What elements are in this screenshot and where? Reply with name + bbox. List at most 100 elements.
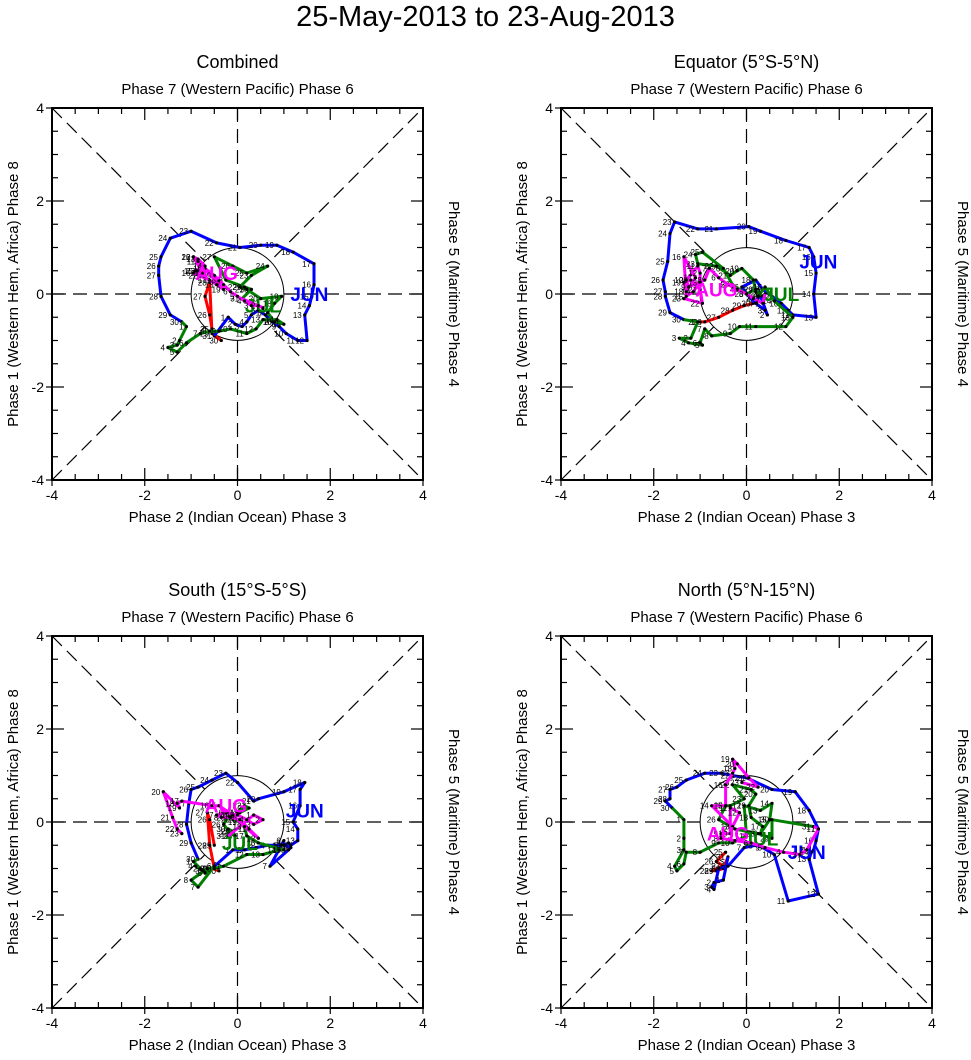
data-point xyxy=(238,245,242,250)
y-tick-label: -4 xyxy=(541,472,554,488)
day-label: 29 xyxy=(744,285,753,294)
data-point xyxy=(252,822,256,826)
data-point xyxy=(242,825,247,829)
y-axis-label-left: Phase 1 (Western Hem, Africa) Phase 8 xyxy=(5,161,22,427)
day-label: 22 xyxy=(188,271,197,280)
day-label: 15 xyxy=(674,292,683,301)
data-point xyxy=(807,857,811,861)
data-point xyxy=(273,301,277,305)
data-point xyxy=(682,818,686,822)
day-label: 29 xyxy=(221,827,230,836)
data-point xyxy=(249,273,254,277)
main-title: 25-May-2013 to 23-Aug-2013 xyxy=(296,1,675,33)
day-label: 11 xyxy=(719,804,728,813)
data-point xyxy=(700,301,705,305)
data-point xyxy=(696,320,700,324)
day-label: 10 xyxy=(228,816,237,825)
data-point xyxy=(208,313,212,317)
data-point xyxy=(245,287,249,291)
data-point xyxy=(807,808,811,812)
top-axis-label: Phase 7 (Western Pacific) Phase 6 xyxy=(630,609,862,626)
day-label: 22 xyxy=(686,225,695,234)
day-label: 29 xyxy=(653,797,662,806)
day-label: 5 xyxy=(711,865,716,874)
data-point xyxy=(282,790,286,794)
data-point xyxy=(724,850,728,854)
data-point xyxy=(252,813,256,817)
data-point xyxy=(261,818,265,822)
data-point xyxy=(673,220,677,224)
y-tick-label: 0 xyxy=(36,286,44,302)
data-point xyxy=(273,320,277,324)
data-point xyxy=(212,843,216,847)
data-point xyxy=(812,292,816,296)
day-label: 22 xyxy=(233,802,242,811)
day-label: 20 xyxy=(246,795,255,804)
data-point xyxy=(703,771,707,775)
y-tick-label: -4 xyxy=(32,1000,45,1016)
data-point xyxy=(168,236,172,240)
day-label: 15 xyxy=(184,267,193,276)
y-tick-label: 0 xyxy=(545,814,553,830)
data-point xyxy=(298,804,302,808)
data-point xyxy=(714,264,718,268)
day-label: 25 xyxy=(200,325,209,334)
day-label: 6 xyxy=(276,837,281,846)
day-label: 16 xyxy=(182,269,191,278)
data-point xyxy=(212,273,216,277)
data-point xyxy=(305,338,309,343)
day-label: 11 xyxy=(238,825,247,834)
day-label: 2 xyxy=(799,846,804,855)
data-point xyxy=(740,285,744,289)
data-point xyxy=(661,278,665,282)
data-point xyxy=(814,839,818,843)
day-label: 23 xyxy=(170,830,179,839)
day-label: 10 xyxy=(769,299,778,308)
data-point xyxy=(256,304,260,308)
y-tick-label: 4 xyxy=(545,100,553,116)
month-label-aug: AUG xyxy=(707,825,749,846)
data-point xyxy=(245,320,249,324)
day-label: 4 xyxy=(681,339,686,348)
day-label: 9 xyxy=(765,292,770,301)
day-label: 18 xyxy=(742,276,751,285)
day-label: 17 xyxy=(721,769,730,778)
data-point xyxy=(286,841,291,845)
day-label: 7 xyxy=(209,811,214,820)
day-label: 19 xyxy=(168,804,177,813)
day-label: 12 xyxy=(688,269,697,278)
data-point xyxy=(242,285,247,289)
data-point xyxy=(730,841,735,845)
data-point xyxy=(205,866,209,871)
day-label: 24 xyxy=(658,230,667,239)
data-point xyxy=(682,862,686,866)
day-label: 8 xyxy=(214,813,219,822)
day-label: 21 xyxy=(704,225,713,234)
day-label: 22 xyxy=(721,772,730,781)
x-tick-label: 0 xyxy=(743,487,751,503)
data-point xyxy=(210,804,214,808)
day-label: 8 xyxy=(693,848,698,857)
data-point xyxy=(761,825,765,829)
day-label: 16 xyxy=(302,281,311,290)
x-tick-label: -2 xyxy=(648,487,661,503)
data-point xyxy=(717,818,721,822)
panel-title: Equator (5°S-5°N) xyxy=(674,52,819,72)
day-label: 19 xyxy=(672,278,681,287)
day-label: 9 xyxy=(755,844,760,853)
data-point xyxy=(724,783,728,787)
data-point xyxy=(740,266,744,271)
data-point xyxy=(728,804,732,808)
day-label: 14 xyxy=(193,262,202,271)
day-label: 24 xyxy=(158,234,167,243)
day-label: 28 xyxy=(700,867,709,876)
day-label: 30 xyxy=(660,804,669,813)
data-point xyxy=(261,317,265,322)
data-point xyxy=(249,304,254,308)
day-label: 19 xyxy=(265,241,274,250)
day-label: 10 xyxy=(674,276,683,285)
day-label: 14 xyxy=(286,825,295,834)
data-point xyxy=(710,334,714,338)
day-label: 22 xyxy=(691,299,700,308)
day-label: 2 xyxy=(237,846,242,855)
